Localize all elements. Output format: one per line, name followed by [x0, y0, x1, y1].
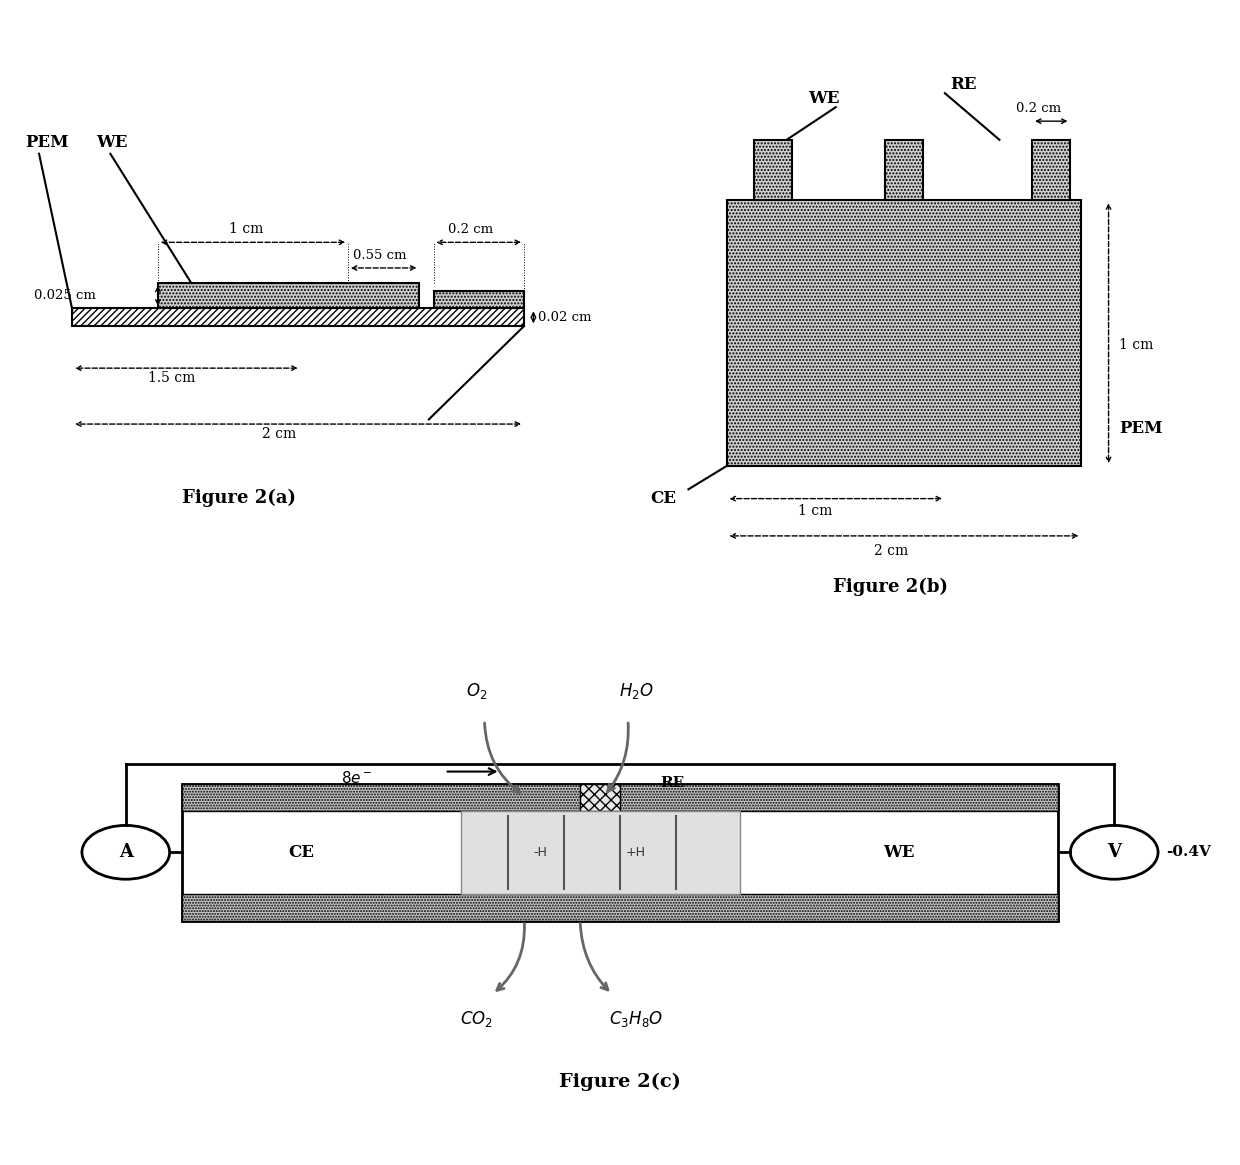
Text: PEM: PEM — [25, 134, 68, 150]
Text: Figure 2(a): Figure 2(a) — [182, 489, 295, 507]
Bar — [885, 140, 923, 200]
Text: 0.55 cm: 0.55 cm — [353, 248, 407, 262]
Text: 1.5 cm: 1.5 cm — [149, 372, 196, 386]
Bar — [181, 784, 1059, 811]
Text: 2 cm: 2 cm — [263, 428, 296, 442]
Text: 1 cm: 1 cm — [797, 504, 832, 518]
Text: RE: RE — [660, 776, 684, 790]
Bar — [727, 200, 1081, 466]
Bar — [72, 309, 525, 326]
Text: -H: -H — [533, 846, 547, 859]
Circle shape — [82, 825, 170, 880]
Circle shape — [1070, 825, 1158, 880]
Text: $8e^-$: $8e^-$ — [341, 770, 373, 786]
Text: RE: RE — [950, 76, 977, 92]
Text: PEM: PEM — [1120, 421, 1163, 437]
Bar — [1032, 140, 1070, 200]
Text: -0.4V: -0.4V — [1166, 846, 1211, 860]
Text: Figure 2(b): Figure 2(b) — [833, 578, 947, 595]
Text: Figure 2(c): Figure 2(c) — [559, 1073, 681, 1092]
Text: +H: +H — [626, 846, 646, 859]
Text: $H_2O$: $H_2O$ — [619, 680, 653, 701]
Bar — [460, 811, 739, 894]
Text: 1 cm: 1 cm — [229, 223, 264, 236]
Text: CE: CE — [650, 490, 676, 507]
Bar — [434, 291, 525, 309]
Text: A: A — [119, 843, 133, 861]
Text: CE: CE — [288, 843, 314, 861]
Bar — [580, 784, 620, 811]
Bar — [754, 140, 792, 200]
Text: $O_2$: $O_2$ — [466, 680, 487, 701]
Text: $CO_2$: $CO_2$ — [460, 1009, 494, 1029]
Bar — [181, 894, 1059, 920]
Text: 0.025 cm: 0.025 cm — [35, 289, 97, 302]
Text: WE: WE — [97, 134, 128, 150]
Text: 0.2 cm: 0.2 cm — [1016, 101, 1061, 115]
Text: V: V — [1107, 843, 1121, 861]
Bar — [181, 784, 1059, 920]
Bar — [157, 283, 419, 309]
Text: 0.2 cm: 0.2 cm — [448, 223, 494, 236]
Text: WE: WE — [883, 843, 915, 861]
Text: WE: WE — [808, 90, 839, 106]
Text: 0.02 cm: 0.02 cm — [538, 311, 591, 324]
Text: 1 cm: 1 cm — [1120, 339, 1154, 353]
Text: 2 cm: 2 cm — [874, 544, 908, 558]
Text: $C_3H_8O$: $C_3H_8O$ — [609, 1009, 663, 1029]
